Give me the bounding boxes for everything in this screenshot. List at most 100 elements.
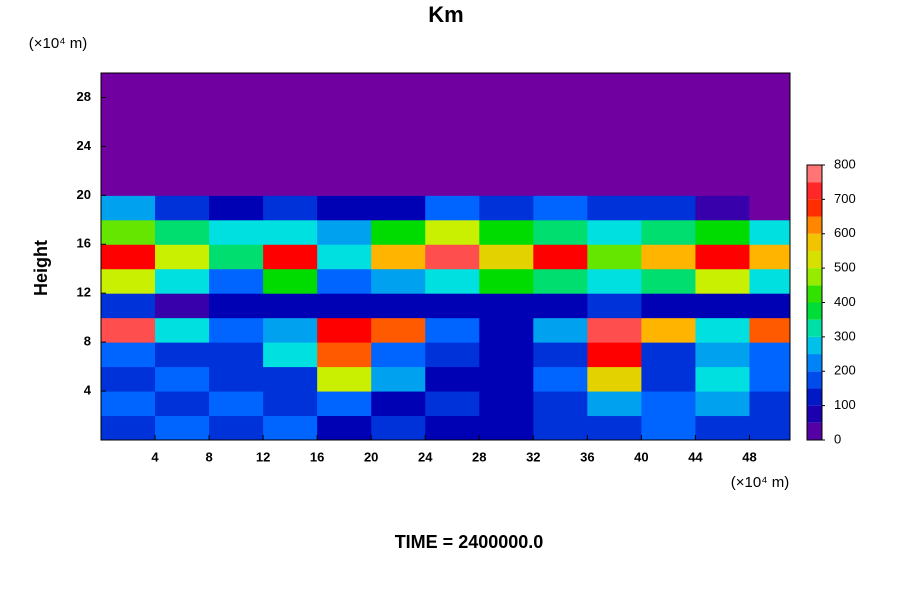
heatmap-cell bbox=[155, 293, 210, 319]
colorbar-band bbox=[807, 199, 822, 217]
heatmap-cell bbox=[425, 73, 480, 98]
heatmap-cell bbox=[317, 268, 372, 294]
heatmap-cell bbox=[317, 391, 372, 417]
x-tick-label: 12 bbox=[256, 449, 270, 464]
heatmap-cell bbox=[155, 366, 210, 392]
heatmap-cell bbox=[425, 293, 480, 319]
heatmap-cell bbox=[425, 170, 480, 196]
heatmap-cell bbox=[533, 293, 588, 319]
heatmap-cell bbox=[155, 195, 210, 221]
colorbar-band bbox=[807, 250, 822, 269]
x-tick-label: 16 bbox=[310, 449, 324, 464]
heatmap-cell bbox=[695, 391, 750, 417]
x-tick-label: 28 bbox=[472, 449, 486, 464]
heatmap-cell bbox=[425, 342, 480, 368]
colorbar-band bbox=[807, 285, 822, 303]
heatmap-cell bbox=[209, 293, 264, 319]
x-tick-label: 32 bbox=[526, 449, 540, 464]
heatmap-cell bbox=[479, 195, 534, 221]
heatmap-cell bbox=[695, 366, 750, 392]
heatmap-cell bbox=[533, 146, 588, 172]
heatmap-cell bbox=[209, 195, 264, 221]
heatmap-cell bbox=[371, 146, 426, 172]
heatmap-cell bbox=[317, 293, 372, 319]
colorbar-band bbox=[807, 233, 822, 251]
heatmap-cell bbox=[209, 415, 264, 440]
heatmap-cell bbox=[479, 268, 534, 294]
heatmap-cell bbox=[209, 268, 264, 294]
heatmap-cell bbox=[371, 97, 426, 123]
heatmap-cell bbox=[641, 317, 696, 343]
colorbar-band bbox=[807, 165, 822, 183]
x-tick-label: 8 bbox=[205, 449, 212, 464]
y-tick-label: 20 bbox=[77, 187, 91, 202]
heatmap-cell bbox=[155, 268, 210, 294]
chart-title: Km bbox=[428, 2, 463, 27]
heatmap-cell bbox=[101, 342, 156, 368]
heatmap-cell bbox=[749, 219, 790, 245]
heatmap-cell bbox=[641, 366, 696, 392]
y-axis-label: Height bbox=[31, 240, 51, 296]
x-tick-label: 4 bbox=[151, 449, 159, 464]
y-unit: (×10⁴ m) bbox=[29, 35, 88, 52]
heatmap-cell bbox=[749, 268, 790, 294]
heatmap-cell bbox=[587, 342, 642, 368]
heatmap-cell bbox=[479, 219, 534, 245]
footer: TIME = 2400000.0 bbox=[395, 532, 544, 552]
heatmap-cell bbox=[641, 146, 696, 172]
heatmap-cell bbox=[695, 170, 750, 196]
colorbar-tick-label: 400 bbox=[834, 294, 856, 309]
heatmap-cell bbox=[263, 317, 318, 343]
heatmap-cell bbox=[533, 415, 588, 440]
heatmap-cell bbox=[371, 195, 426, 221]
heatmap-cell bbox=[371, 415, 426, 440]
heatmap-cell bbox=[371, 73, 426, 98]
heatmap-cell bbox=[101, 195, 156, 221]
heatmap-cell bbox=[425, 97, 480, 123]
heatmap-cell bbox=[479, 366, 534, 392]
heatmap-cell bbox=[155, 97, 210, 123]
x-tick-label: 20 bbox=[364, 449, 378, 464]
colorbar-tick-label: 600 bbox=[834, 225, 856, 240]
heatmap-cell bbox=[101, 97, 156, 123]
heatmap-cell bbox=[101, 317, 156, 343]
heatmap-cell bbox=[533, 317, 588, 343]
heatmap-cell bbox=[317, 366, 372, 392]
heatmap-cell bbox=[263, 366, 318, 392]
heatmap-cell bbox=[479, 244, 534, 270]
heatmap-cell bbox=[371, 366, 426, 392]
heatmap-cell bbox=[371, 244, 426, 270]
heatmap-cell bbox=[155, 219, 210, 245]
heatmap-cell bbox=[263, 170, 318, 196]
heatmap-cell bbox=[695, 97, 750, 123]
heatmap-cell bbox=[263, 219, 318, 245]
heatmap-cell bbox=[425, 195, 480, 221]
heatmap-cell bbox=[587, 97, 642, 123]
colorbar-band bbox=[807, 336, 822, 355]
x-tick-label: 40 bbox=[634, 449, 648, 464]
heatmap-cell bbox=[155, 170, 210, 196]
heatmap-cell bbox=[101, 121, 156, 147]
heatmap-cell bbox=[209, 219, 264, 245]
heatmap-cell bbox=[695, 146, 750, 172]
heatmap-cell bbox=[209, 342, 264, 368]
heatmap-cell bbox=[101, 146, 156, 172]
colorbar-band bbox=[807, 319, 822, 337]
heatmap-cell bbox=[425, 415, 480, 440]
colorbar-band bbox=[807, 216, 822, 234]
heatmap-cell bbox=[587, 317, 642, 343]
heatmap-cell bbox=[641, 73, 696, 98]
heatmap-cell bbox=[425, 317, 480, 343]
heatmap-cell bbox=[641, 97, 696, 123]
heatmap-cell bbox=[641, 195, 696, 221]
heatmap-cell bbox=[749, 293, 790, 319]
heatmap-cell bbox=[209, 97, 264, 123]
heatmap-cell bbox=[263, 73, 318, 98]
heatmap-cell bbox=[317, 97, 372, 123]
heatmap-cell bbox=[425, 366, 480, 392]
heatmap-cell bbox=[533, 170, 588, 196]
heatmap-cell bbox=[587, 146, 642, 172]
colorbar-band bbox=[807, 354, 822, 372]
heatmap-cell bbox=[749, 415, 790, 440]
heatmap-cell bbox=[209, 121, 264, 147]
